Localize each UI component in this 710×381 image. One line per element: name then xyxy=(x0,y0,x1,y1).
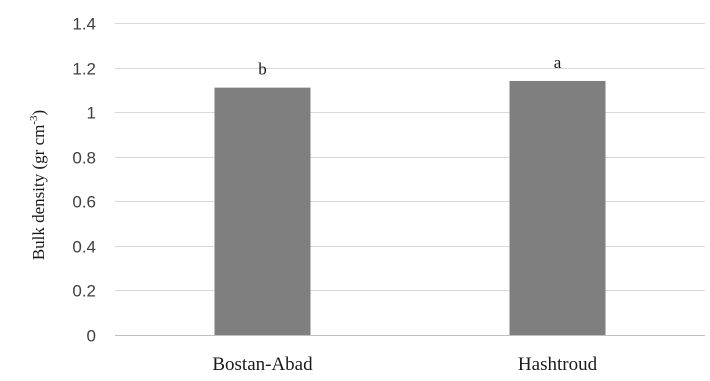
y-tick-label: 0.2 xyxy=(72,282,96,301)
y-axis-label-sup: -3 xyxy=(28,115,40,125)
y-tick-label: 0.8 xyxy=(72,149,96,168)
y-tick-label: 0.4 xyxy=(72,238,96,257)
data-label: a xyxy=(554,53,562,72)
x-axis-categories: Bostan-Abad Hashtroud xyxy=(212,354,597,375)
y-tick-label: 0 xyxy=(87,327,96,346)
x-category-label: Bostan-Abad xyxy=(212,354,313,375)
bar-hashtroud xyxy=(509,80,606,335)
y-axis-label-close: ) xyxy=(29,110,48,116)
bar-bostan-abad xyxy=(214,87,311,335)
y-axis-label: Bulk density (gr cm-3) xyxy=(28,110,48,260)
y-axis-label-main: Bulk density (gr cm xyxy=(29,125,48,261)
y-tick-label: 1.2 xyxy=(72,60,96,79)
x-category-label: Hashtroud xyxy=(518,354,598,375)
y-tick-label: 1.4 xyxy=(72,15,96,34)
y-tick-label: 0.6 xyxy=(72,193,96,212)
gridlines xyxy=(115,23,705,336)
data-label: b xyxy=(258,60,267,79)
y-tick-label: 1 xyxy=(87,104,96,123)
bars xyxy=(214,80,606,335)
y-axis-ticks: 0 0.2 0.4 0.6 0.8 1 1.2 1.4 xyxy=(72,15,96,346)
